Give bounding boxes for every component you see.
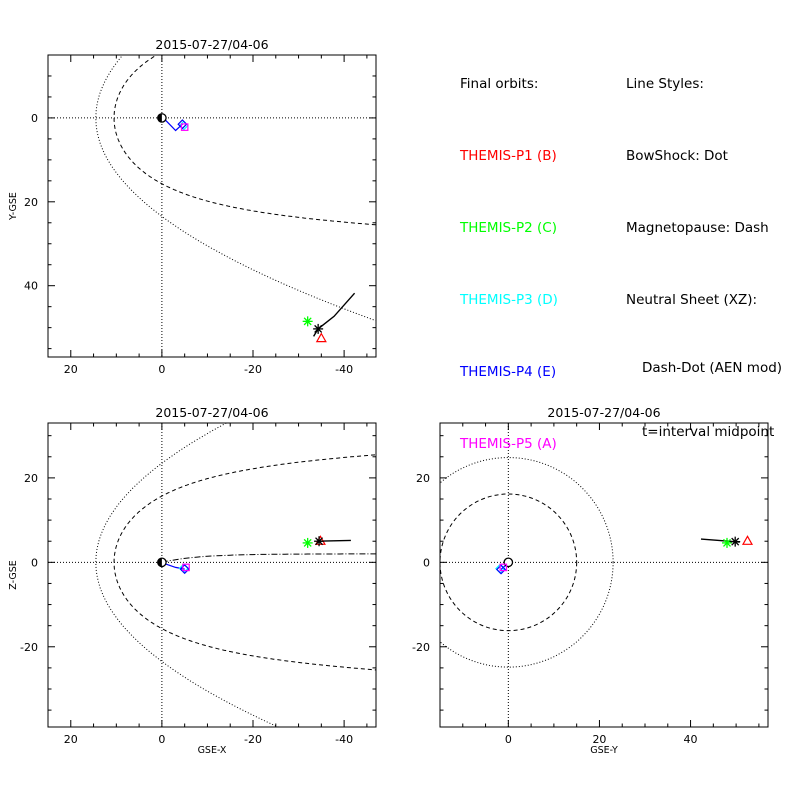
panel-3-clip-area [440, 423, 768, 727]
panel-1-frame [47, 54, 377, 358]
line-style-note: t=interval midpoint [642, 424, 775, 440]
panel-2-marker-orbit-outer [314, 536, 325, 547]
panel-3-magnetopause-circle [440, 493, 578, 632]
panel-1-xtick-label: 20 [64, 363, 78, 376]
panel-3-ytick-label: 0 [423, 556, 430, 569]
panel-2-xtick-label: 0 [158, 733, 165, 746]
panel-1-clip-area [48, 55, 376, 357]
panel-3-title: 2015-07-27/04-06 [547, 405, 660, 420]
panel-3-marker-p2-outer [722, 537, 732, 548]
line-styles-legend: Line Styles: BowShock: Dot Magnetopause:… [626, 24, 782, 464]
panel-1-ytick-label: 20 [24, 196, 38, 209]
panel-2-xtick-label: 20 [64, 733, 78, 746]
legend-entry-p1: THEMIS-P1 (B) [460, 148, 557, 164]
panel-2-xtick-label: -20 [244, 733, 262, 746]
panel-3-frame [439, 422, 769, 728]
panel-1-bowshock-curve [95, 55, 376, 322]
panel-2-neutral-sheet-curve [161, 553, 376, 563]
line-style-neutral-sheet: Neutral Sheet (XZ): [626, 292, 758, 308]
panel-1-marker-p2-outer [302, 316, 313, 327]
panel-3-earth-icon [503, 557, 514, 568]
line-style-bowshock: BowShock: Dot [626, 148, 728, 164]
legend-entry-p3: THEMIS-P3 (D) [460, 292, 558, 308]
panel-3-xtick-label: 40 [684, 733, 698, 746]
panel-3-ytick-label: -20 [412, 641, 430, 654]
panel-2-ylabel: Z-GSE [8, 560, 19, 590]
panel-3-bowshock-circle [440, 457, 614, 668]
panel-3-marker-p4 [495, 564, 507, 575]
panel-1-marker-p4 [177, 119, 188, 130]
panel-2-bowshock-curve [95, 423, 280, 727]
panel-1-ytick-label: 0 [31, 112, 38, 125]
panel-2-title: 2015-07-27/04-06 [155, 405, 268, 420]
panel-2-ytick-label: -20 [20, 641, 38, 654]
probe-legend: Final orbits: THEMIS-P1 (B) THEMIS-P2 (C… [460, 24, 558, 480]
panel-2-earth-icon [157, 557, 167, 568]
panel-3-xtick-label: 20 [592, 733, 606, 746]
panel-1-title: 2015-07-27/04-06 [155, 37, 268, 52]
legend-entry-p2: THEMIS-P2 (C) [460, 220, 557, 236]
legend-entry-p5: THEMIS-P5 (A) [460, 436, 557, 452]
panel-2-xlabel: GSE-X [198, 745, 227, 756]
panel-3-marker-p1-outer [741, 535, 754, 545]
panel-1-marker-orbit-outer [313, 323, 324, 334]
panel-1-xtick-label: -20 [244, 363, 262, 376]
panel-3-marker-p5 [499, 563, 508, 572]
panel-2-xtick-label: -40 [335, 733, 353, 746]
panel-1-marker-p5 [180, 123, 189, 131]
panel-1-xtick-label: -40 [335, 363, 353, 376]
panel-3-marker-orbit-outer [730, 536, 741, 547]
panel-3-xtick-label: 0 [505, 733, 512, 746]
line-style-magnetopause: Magnetopause: Dash [626, 220, 769, 236]
panel-2-ytick-label: 20 [24, 472, 38, 485]
panel-1-orbit-track [312, 292, 356, 337]
panel-2-marker-p2-outer [302, 537, 313, 548]
line-styles-title: Line Styles: [626, 76, 704, 92]
panel-2-magnetopause-curve [113, 454, 376, 671]
panel-2-marker-p4 [179, 564, 190, 575]
panel-1-ylabel: Y-GSE [8, 192, 19, 221]
panel-3-xlabel: GSE-Y [590, 745, 618, 756]
legend-entry-p4: THEMIS-P4 (E) [460, 364, 557, 380]
legend-title: Final orbits: [460, 76, 539, 92]
panel-1-ytick-label: 40 [24, 280, 38, 293]
panel-1-marker-p1-outer [315, 332, 327, 343]
panel-2-frame [47, 422, 377, 728]
line-style-neutral-sheet-detail: Dash-Dot (AEN mod) [642, 360, 783, 376]
panel-2-ytick-label: 0 [31, 556, 38, 569]
panel-1-magnetopause-curve [113, 55, 376, 226]
panel-2-marker-p5 [182, 563, 190, 572]
panel-1-earth-icon [157, 113, 167, 123]
panel-2-clip-area [48, 423, 376, 727]
panel-1-xtick-label: 0 [158, 363, 165, 376]
panel-3-ytick-label: 20 [416, 472, 430, 485]
